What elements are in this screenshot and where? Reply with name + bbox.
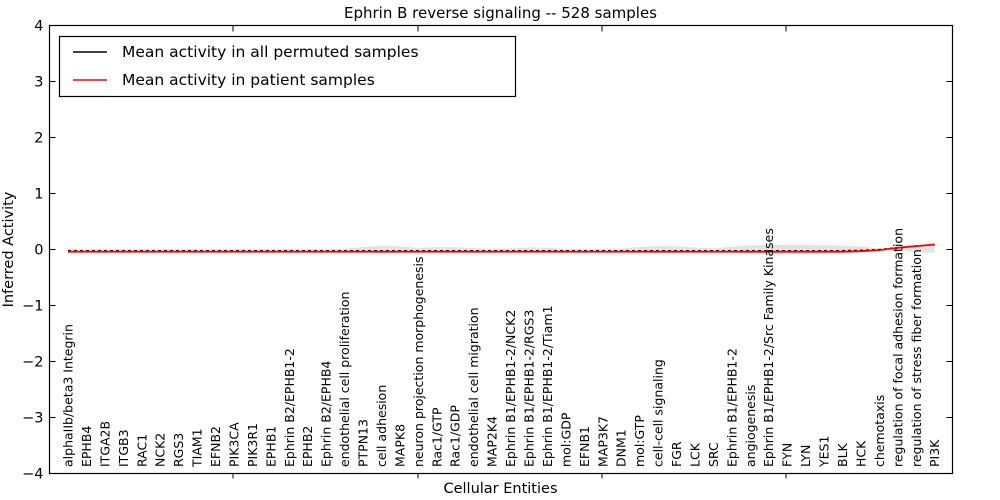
svg-text:−3: −3 — [22, 411, 43, 427]
x-category-label: LCK — [688, 442, 703, 467]
svg-text:4: 4 — [34, 19, 43, 35]
x-category-label: EFNB1 — [577, 426, 592, 467]
svg-text:−4: −4 — [22, 467, 43, 483]
x-category-labels: alphaIIb/beta3 Integrin EPHB4 ITGA2B ITGB3 R… — [61, 228, 943, 468]
x-category-label: chemotaxis — [872, 395, 887, 467]
x-category-label: FGR — [669, 441, 684, 467]
x-category-label: Ephrin B2/EPHB4 — [319, 361, 334, 467]
x-category-label: angiogenesis — [743, 385, 758, 467]
x-category-label: RAC1 — [134, 434, 149, 467]
svg-text:−2: −2 — [22, 355, 43, 371]
x-category-label: Rac1/GTP — [429, 407, 444, 467]
legend-box — [58, 35, 517, 98]
x-category-label: Ephrin B1/EPHB1-2/RGS3 — [522, 310, 537, 467]
x-category-label: Ephrin B1/EPHB1-2/NCK2 — [503, 310, 518, 467]
legend: Mean activity in all permuted samples Me… — [58, 35, 517, 98]
x-category-label: FYN — [780, 443, 795, 467]
x-category-label: regulation of stress fiber formation — [909, 249, 924, 467]
x-category-label: PI3K — [927, 439, 942, 467]
x-category-label: SRC — [706, 442, 721, 467]
x-category-label: NCK2 — [153, 433, 168, 467]
svg-text:0: 0 — [34, 243, 43, 259]
x-category-label: YES1 — [817, 436, 832, 468]
chart-title: Ephrin B reverse signaling -- 528 sample… — [344, 4, 657, 22]
x-category-label: Ephrin B2/EPHB1-2 — [282, 348, 297, 467]
x-category-label: EPHB1 — [263, 426, 278, 467]
x-category-label: endothelial cell proliferation — [337, 292, 352, 467]
x-category-label: HCK — [853, 440, 868, 467]
x-category-label: endothelial cell migration — [466, 307, 481, 467]
x-category-label: Ephrin B1/EPHB1-2 — [724, 348, 739, 467]
x-category-label: TIAM1 — [190, 428, 205, 468]
x-category-label: ITGB3 — [116, 429, 131, 467]
y-ticks: 4 3 2 1 0 −1 −2 −3 −4 — [22, 19, 953, 483]
svg-text:−1: −1 — [22, 299, 43, 315]
x-category-label: Ephrin B1/EPHB1-2/Tiam1 — [540, 305, 555, 467]
x-category-label: MAP3K7 — [595, 416, 610, 467]
x-category-label: mol:GTP — [632, 415, 647, 467]
x-category-label: EFNB2 — [208, 426, 223, 467]
x-category-label: regulation of focal adhesion formation — [890, 228, 905, 467]
x-category-label: Rac1/GDP — [448, 405, 463, 467]
x-category-label: LYN — [798, 445, 813, 467]
x-category-label: mol:GDP — [558, 412, 573, 467]
x-category-label: DNM1 — [614, 429, 629, 467]
x-category-label: EPHB4 — [79, 426, 94, 467]
x-category-label: cell-cell signaling — [651, 359, 666, 467]
x-category-label: BLK — [835, 442, 850, 467]
x-category-label: EPHB2 — [300, 426, 315, 467]
x-category-label: PIK3CA — [227, 422, 242, 467]
x-category-label: MAP2K4 — [485, 416, 500, 467]
x-category-label: cell adhesion — [374, 385, 389, 467]
x-category-label: PTPN13 — [356, 419, 371, 467]
x-category-label: ITGA2B — [97, 421, 112, 467]
legend-label-patient: Mean activity in patient samples — [122, 71, 375, 89]
x-axis-label: Cellular Entities — [443, 481, 557, 497]
y-axis-label: Inferred Activity — [1, 191, 17, 307]
x-category-label: Ephrin B1/EPHB1-2/Src Family Kinases — [761, 228, 776, 467]
patient-series-line — [68, 243, 935, 253]
x-category-label: MAPK8 — [392, 424, 407, 467]
x-category-label: PIK3R1 — [245, 423, 260, 467]
legend-label-permuted: Mean activity in all permuted samples — [122, 43, 419, 61]
svg-text:1: 1 — [34, 187, 43, 203]
spread-band — [68, 245, 935, 254]
x-category-label: alphaIIb/beta3 Integrin — [61, 324, 76, 467]
x-category-label: RGS3 — [171, 433, 186, 467]
x-major-ticks — [232, 25, 787, 479]
svg-text:2: 2 — [34, 131, 43, 147]
permuted-series-line — [68, 244, 935, 252]
svg-text:3: 3 — [34, 75, 43, 91]
x-category-label: neuron projection morphogenesis — [411, 256, 426, 467]
